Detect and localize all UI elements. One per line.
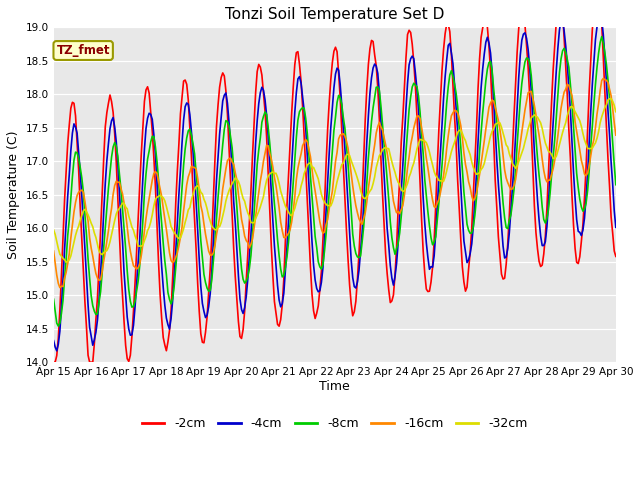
-2cm [218, 74, 225, 80]
-16cm [120, 200, 128, 206]
-4cm [247, 232, 255, 238]
-32cm [62, 259, 70, 265]
-16cm [297, 151, 305, 157]
-2cm [246, 221, 253, 227]
-16cm [247, 241, 255, 247]
-8cm [219, 142, 227, 147]
-2cm [236, 334, 244, 339]
-8cm [612, 182, 620, 188]
Title: Tonzi Soil Temperature Set D: Tonzi Soil Temperature Set D [225, 7, 444, 22]
X-axis label: Time: Time [319, 380, 350, 393]
-16cm [582, 173, 590, 179]
-4cm [50, 338, 58, 344]
-16cm [237, 216, 245, 222]
Line: -4cm: -4cm [54, 13, 616, 351]
-8cm [247, 252, 255, 258]
-8cm [582, 201, 590, 206]
-2cm [580, 195, 588, 201]
-16cm [219, 186, 227, 192]
-8cm [120, 225, 128, 231]
-32cm [50, 227, 58, 233]
-4cm [219, 98, 227, 104]
-32cm [612, 109, 620, 115]
-32cm [297, 183, 305, 189]
-32cm [605, 96, 613, 102]
-4cm [596, 11, 604, 16]
-32cm [247, 219, 255, 225]
-4cm [297, 80, 305, 86]
-4cm [612, 225, 620, 230]
-4cm [237, 307, 245, 312]
Line: -2cm: -2cm [54, 0, 616, 362]
Line: -8cm: -8cm [54, 36, 616, 326]
-32cm [120, 201, 128, 206]
-32cm [219, 213, 227, 219]
-32cm [237, 190, 245, 195]
-8cm [50, 296, 58, 302]
-16cm [56, 285, 64, 290]
-32cm [582, 141, 590, 147]
-2cm [118, 294, 126, 300]
-2cm [50, 359, 58, 365]
-8cm [297, 107, 305, 112]
Line: -16cm: -16cm [54, 78, 616, 288]
-4cm [53, 348, 61, 354]
Y-axis label: Soil Temperature (C): Soil Temperature (C) [7, 131, 20, 259]
-16cm [612, 132, 620, 138]
-8cm [237, 266, 245, 272]
Legend: -2cm, -4cm, -8cm, -16cm, -32cm: -2cm, -4cm, -8cm, -16cm, -32cm [137, 412, 532, 435]
-16cm [600, 75, 607, 81]
-16cm [50, 248, 58, 254]
-2cm [612, 253, 620, 259]
-4cm [120, 270, 128, 276]
-8cm [54, 323, 62, 329]
Line: -32cm: -32cm [54, 99, 616, 262]
-4cm [582, 194, 590, 200]
Text: TZ_fmet: TZ_fmet [56, 44, 110, 57]
-8cm [598, 34, 605, 39]
-2cm [296, 61, 303, 67]
